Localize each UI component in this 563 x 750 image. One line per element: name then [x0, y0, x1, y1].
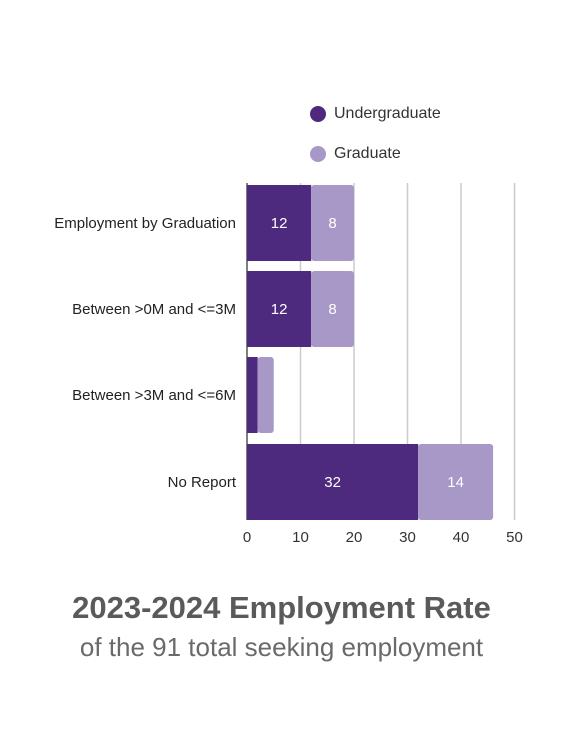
category-label: Between >0M and <=3M — [72, 301, 236, 318]
category-label: No Report — [168, 474, 237, 491]
data-label: 32 — [324, 474, 341, 491]
bar-chart: 12 8 12 8 32 14 Employment by Graduation Betwe… — [54, 183, 523, 546]
bar-undergraduate — [247, 357, 258, 433]
x-tick-label: 0 — [243, 529, 251, 546]
bar-undergraduate — [247, 271, 312, 347]
legend-label-undergraduate: Undergraduate — [334, 105, 441, 122]
legend-label-graduate: Graduate — [334, 145, 401, 162]
legend-item-graduate: Graduate — [310, 145, 401, 163]
category-labels: Employment by Graduation Between >0M and … — [54, 215, 237, 491]
category-label: Employment by Graduation — [54, 215, 236, 232]
x-tick-labels: 0 10 20 30 40 50 — [243, 529, 523, 546]
chart-subtitle: of the 91 total seeking employment — [79, 632, 484, 662]
x-tick-label: 30 — [399, 529, 416, 546]
data-label: 8 — [328, 301, 336, 318]
x-tick-label: 50 — [506, 529, 523, 546]
bars: 12 8 12 8 32 14 — [247, 185, 494, 520]
category-label: Between >3M and <=6M — [72, 387, 236, 404]
graduate-swatch — [310, 146, 326, 162]
bar-graduate — [418, 444, 494, 520]
bar-undergraduate — [247, 444, 419, 520]
x-tick-label: 40 — [453, 529, 470, 546]
bar-graduate — [257, 357, 274, 433]
x-tick-label: 10 — [292, 529, 309, 546]
bar-graduate — [311, 271, 354, 347]
bar-undergraduate — [247, 185, 312, 261]
data-label: 12 — [271, 301, 288, 318]
chart-title: 2023-2024 Employment Rate — [72, 590, 491, 625]
bar-graduate — [311, 185, 354, 261]
data-label: 14 — [447, 474, 464, 491]
x-tick-label: 20 — [346, 529, 363, 546]
legend-item-undergraduate: Undergraduate — [310, 105, 441, 123]
undergraduate-swatch — [310, 106, 326, 122]
data-label: 12 — [271, 215, 288, 232]
data-label: 8 — [328, 215, 336, 232]
